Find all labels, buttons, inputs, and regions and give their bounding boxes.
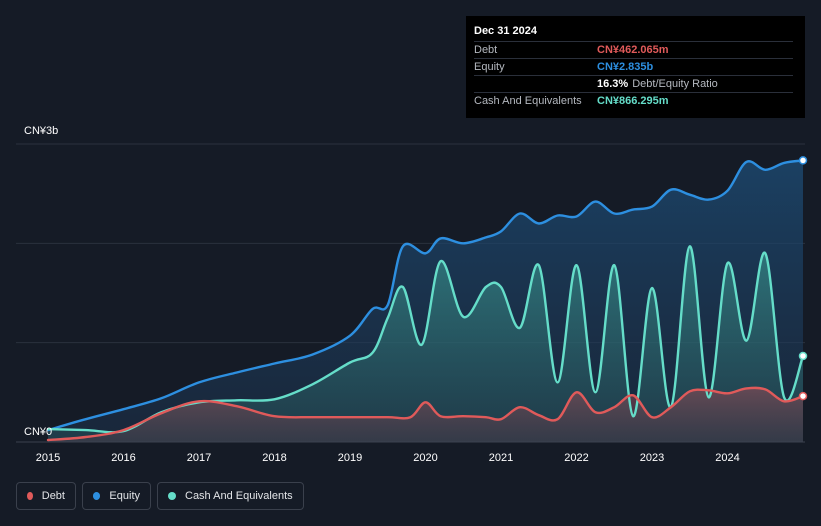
tooltip-debt-label: Debt [474, 44, 498, 56]
series-lines [46, 159, 805, 442]
debt-dot-icon [27, 492, 33, 500]
series-areas [48, 160, 803, 442]
equity-endpoint [798, 156, 808, 165]
x-tick-label: 2018 [262, 452, 286, 464]
tooltip-ratio-value: 16.3% [597, 78, 629, 90]
data-tooltip: Dec 31 2024 Debt CN¥462.065m Equity CN¥2… [466, 16, 805, 118]
x-axis-ticks: 2015 2016 2017 2018 2019 2020 2021 2022 2023 2024 [36, 452, 740, 464]
cash-and-equivalents-area [48, 246, 803, 442]
x-tick-label: 2021 [489, 452, 513, 464]
tooltip-cash-label: Cash And Equivalents [474, 95, 582, 107]
series-endpoints [798, 156, 808, 401]
legend-equity-label: Equity [109, 490, 140, 502]
debt-endpoint [798, 391, 808, 401]
equity-dot-icon [93, 492, 101, 500]
tooltip-row-debt: Debt CN¥462.065m [474, 41, 793, 58]
x-tick-label: 2023 [640, 452, 664, 464]
tooltip-date: Dec 31 2024 [474, 25, 537, 37]
x-tick-label: 2017 [187, 452, 211, 464]
legend-debt-label: Debt [41, 490, 65, 502]
debt-area [48, 387, 803, 442]
tooltip-debt-value: CN¥462.065m [597, 44, 669, 56]
x-tick-label: 2024 [715, 452, 739, 464]
x-tick-label: 2019 [338, 452, 362, 464]
tooltip-row-equity: Equity CN¥2.835b [474, 58, 793, 75]
y-axis-zero-label: CN¥0 [24, 426, 52, 438]
cash-and-equivalents-endpoint [798, 351, 808, 361]
equity-line [46, 159, 805, 432]
y-axis-top-label: CN¥3b [24, 125, 58, 137]
legend-item-cash[interactable]: Cash And Equivalents [157, 482, 304, 510]
tooltip-equity-label: Equity [474, 61, 505, 73]
legend-item-equity[interactable]: Equity [82, 482, 151, 510]
tooltip-row-cash: Cash And Equivalents CN¥866.295m [474, 92, 793, 109]
tooltip-ratio-label: Debt/Equity Ratio [632, 78, 718, 90]
tooltip-row-ratio: 16.3% Debt/Equity Ratio [474, 75, 793, 92]
tooltip-cash-value: CN¥866.295m [597, 95, 669, 107]
cash-dot-icon [168, 492, 176, 500]
legend-item-debt[interactable]: Debt [16, 482, 76, 510]
x-tick-label: 2016 [111, 452, 135, 464]
x-tick-label: 2022 [564, 452, 588, 464]
legend-cash-label: Cash And Equivalents [185, 490, 293, 502]
debt-line [46, 386, 805, 442]
x-tick-label: 2015 [36, 452, 60, 464]
x-tick-label: 2020 [413, 452, 437, 464]
tooltip-equity-value: CN¥2.835b [597, 61, 654, 73]
